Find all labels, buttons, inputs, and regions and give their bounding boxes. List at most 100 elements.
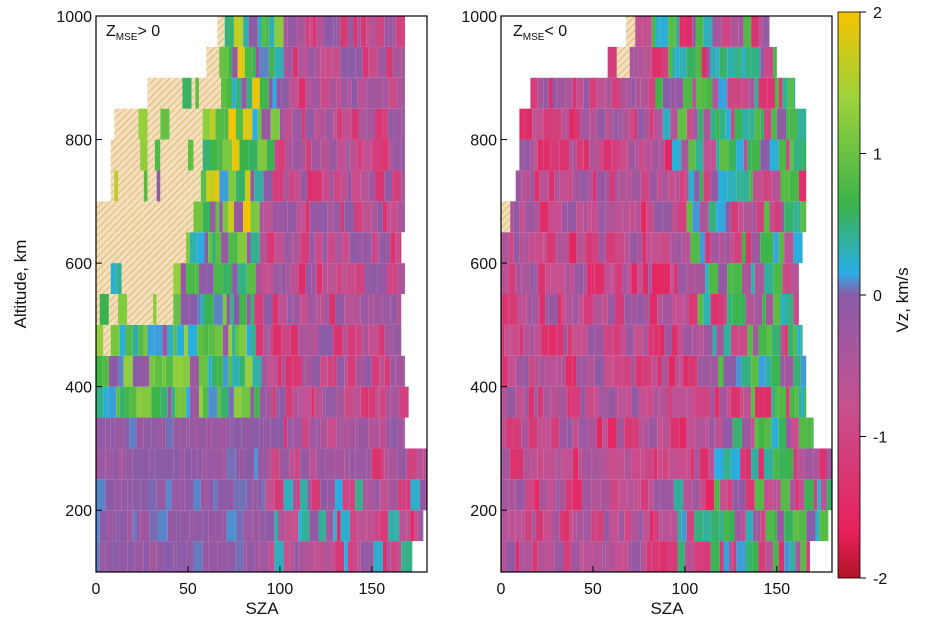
heatmap-cell xyxy=(324,16,334,47)
heatmap-cell xyxy=(773,294,781,325)
heatmap-cell xyxy=(743,16,752,47)
heatmap-cell xyxy=(156,294,165,325)
heatmap-cell xyxy=(301,108,306,140)
heatmap-cell xyxy=(513,448,524,480)
heatmap-cell xyxy=(118,448,122,480)
heatmap-cell xyxy=(640,479,649,511)
heatmap-cell xyxy=(312,170,323,202)
heatmap-cell xyxy=(653,479,660,511)
x-tick-label: 50 xyxy=(179,581,197,598)
heatmap-cell xyxy=(283,170,290,202)
heatmap-cell xyxy=(712,77,718,109)
heatmap-cell xyxy=(701,541,711,572)
heatmap-cell xyxy=(686,417,696,449)
heatmap-cell xyxy=(289,541,295,572)
heatmap-cell xyxy=(327,355,334,387)
heatmap-cell xyxy=(703,139,711,171)
heatmap-cell xyxy=(349,479,356,511)
heatmap-cell xyxy=(322,232,328,264)
heatmap-cell xyxy=(763,232,774,264)
heatmap-cell xyxy=(320,46,326,78)
heatmap-cell xyxy=(574,108,581,140)
heatmap-cell xyxy=(627,139,636,171)
heatmap-cell xyxy=(798,170,807,202)
heatmap-cell xyxy=(283,232,293,264)
heatmap-cell xyxy=(517,294,527,325)
heatmap-cell xyxy=(158,417,163,449)
heatmap-cell xyxy=(381,448,385,480)
heatmap-cell xyxy=(552,232,557,264)
heatmap-cell xyxy=(375,386,380,418)
heatmap-cell xyxy=(793,232,803,264)
heatmap-cell xyxy=(771,170,781,202)
heatmap-cell xyxy=(589,139,599,171)
heatmap-cell xyxy=(96,448,102,480)
heatmap-cell xyxy=(197,294,201,325)
heatmap-cell xyxy=(309,510,319,542)
heatmap-cell xyxy=(261,479,266,511)
heatmap-cell xyxy=(130,139,141,171)
heatmap-cell xyxy=(233,294,240,325)
heatmap-cell xyxy=(342,108,352,140)
y-tick-label: 600 xyxy=(470,256,497,273)
heatmap-cell xyxy=(723,355,730,387)
heatmap-cell xyxy=(710,108,717,140)
heatmap-cell xyxy=(333,16,337,47)
heatmap-cell xyxy=(716,324,724,356)
heatmap-cell xyxy=(228,386,234,418)
heatmap-cell xyxy=(246,77,253,109)
heatmap-cell xyxy=(401,139,405,171)
heatmap-cell xyxy=(719,139,730,171)
heatmap-cell xyxy=(333,170,341,202)
heatmap-cell xyxy=(175,386,181,418)
heatmap-cell xyxy=(371,232,376,264)
heatmap-cell xyxy=(624,448,632,480)
heatmap-cell xyxy=(732,417,742,449)
heatmap-cell xyxy=(377,201,383,233)
heatmap-cell xyxy=(364,263,370,294)
heatmap-cell xyxy=(635,16,643,47)
heatmap-cell xyxy=(165,355,174,387)
heatmap-cell xyxy=(670,77,676,109)
heatmap-cell xyxy=(278,170,284,202)
heatmap-cell xyxy=(659,139,665,171)
heatmap-cell xyxy=(298,77,306,109)
heatmap-cell xyxy=(184,324,188,356)
heatmap-cell xyxy=(510,324,520,356)
heatmap-cell xyxy=(648,324,654,356)
heatmap-cell xyxy=(162,355,166,387)
heatmap-cell xyxy=(819,510,829,542)
heatmap-cell xyxy=(340,417,348,449)
annotation-main-left: Z xyxy=(106,23,116,40)
heatmap-cell xyxy=(657,294,663,325)
heatmap-cell xyxy=(215,510,223,542)
heatmap-cell xyxy=(528,417,538,449)
heatmap-cell xyxy=(395,355,404,387)
heatmap-cell xyxy=(572,77,577,109)
heatmap-cell xyxy=(683,16,693,47)
heatmap-cell xyxy=(672,324,678,356)
heatmap-cell xyxy=(708,417,715,449)
heatmap-cell xyxy=(228,108,236,140)
heatmap-cell xyxy=(193,510,203,542)
heatmap-cell xyxy=(670,263,674,294)
heatmap-cell xyxy=(285,355,293,387)
heatmap-cell xyxy=(292,386,299,418)
heatmap-cell xyxy=(515,170,522,202)
heatmap-cell xyxy=(585,386,595,418)
heatmap-cell xyxy=(244,170,251,202)
heatmap-cell xyxy=(672,46,676,78)
heatmap-cell xyxy=(710,46,717,78)
heatmap-cell xyxy=(147,479,157,511)
heatmap-cell xyxy=(710,510,720,542)
heatmap-cell xyxy=(609,170,616,202)
heatmap-cell xyxy=(501,232,509,264)
heatmap-cell xyxy=(559,479,566,511)
heatmap-cell xyxy=(248,16,258,47)
heatmap-cell xyxy=(164,263,174,294)
heatmap-cell xyxy=(635,201,641,233)
heatmap-cell xyxy=(642,16,652,47)
heatmap-cell xyxy=(224,16,234,47)
heatmap-cell xyxy=(96,479,106,511)
heatmap-cell xyxy=(797,108,807,140)
